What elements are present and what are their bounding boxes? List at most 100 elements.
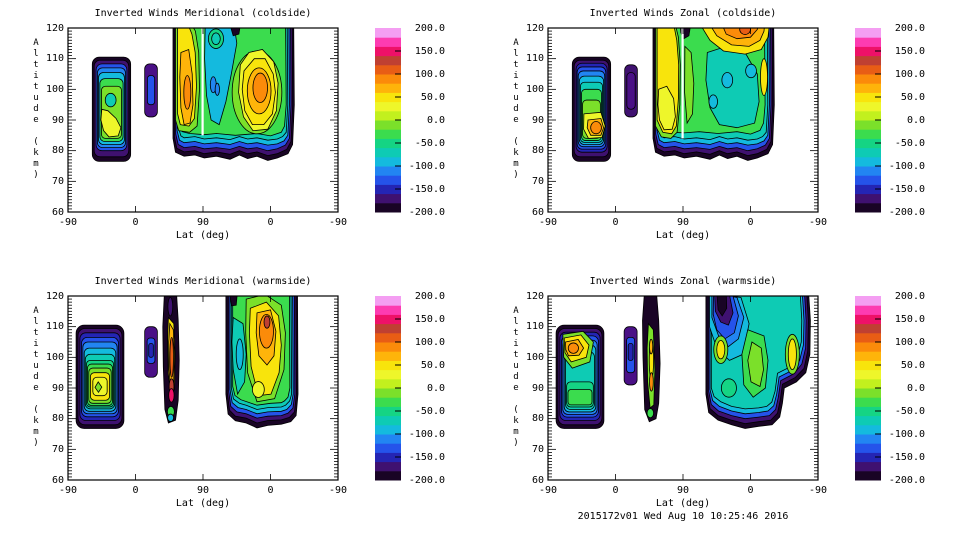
colorbar-label: 0.0 [426,382,445,394]
colorbar-band [375,415,401,426]
colorbar-band [855,434,881,444]
colorbar-label: -150.0 [408,183,445,195]
contour-region [716,340,726,360]
y-tick-label: 90 [51,114,64,126]
colorbar-band [855,166,881,176]
y-tick-label: 70 [51,175,64,187]
contour-region [146,75,156,106]
colorbar-label: -200.0 [408,474,445,486]
contour-region [169,337,174,378]
colorbar [855,28,881,213]
colorbar-band [855,470,881,481]
contour-region [235,338,244,371]
colorbar-label: -100.0 [408,160,445,172]
y-tick-label: 90 [531,114,544,126]
colorbar-band [375,378,401,389]
y-tick-label: 110 [525,53,544,65]
contour-region [657,85,676,131]
colorbar-label: -150.0 [888,451,925,463]
contour-region [716,296,728,317]
colorbar-label: -50.0 [894,137,925,149]
colorbar-band [855,332,881,343]
contour-region [148,343,154,358]
colorbar-label: -150.0 [888,183,925,195]
colorbar-band [375,443,401,453]
y-tick-label: 110 [525,321,544,333]
y-axis-title: Altitude (km) [511,38,521,181]
colorbar-band [375,156,401,167]
colorbar-label: 100.0 [894,336,925,348]
colorbar-band [375,110,401,121]
colorbar-band [855,147,881,158]
colorbar-band [855,378,881,389]
colorbar-band [375,37,401,47]
colorbar-label: 100.0 [894,68,925,80]
x-tick-label: 90 [676,485,690,496]
colorbar-band [855,120,881,130]
contour-region [567,389,593,406]
colorbar-band [855,83,881,93]
colorbar-label: -50.0 [414,405,445,417]
colorbar-label: 50.0 [420,359,445,371]
colorbar-label: 0.0 [426,114,445,126]
colorbar-band [855,424,881,435]
colorbar-band [375,46,401,57]
contour-region [649,372,654,392]
colorbar-label: 200.0 [894,290,925,302]
y-tick-label: 120 [45,290,64,302]
data-gap-stripe [201,28,204,136]
colorbar-label: 150.0 [894,45,925,57]
y-tick-label: 80 [531,413,544,425]
contour-region [627,343,634,361]
colorbar-band [375,342,401,352]
y-tick-label: 120 [525,290,544,302]
colorbar-label: 150.0 [894,313,925,325]
colorbar-band [855,46,881,57]
x-tick-label: -90 [328,217,348,228]
contour-region [626,72,636,110]
colorbar-band [375,193,401,204]
colorbar-band [375,369,401,380]
colorbar-label: 50.0 [900,91,925,103]
colorbar-band [375,166,401,176]
colorbar [375,296,401,481]
y-tick-label: 100 [525,351,544,363]
y-tick-label: 70 [531,443,544,455]
colorbar-band [855,452,881,463]
contour-plot-meridional-warmside [67,295,401,481]
y-tick-label: 80 [531,145,544,157]
colorbar-band [375,351,401,361]
x-axis-title: Lat (deg) [175,498,231,509]
colorbar-label: 50.0 [900,359,925,371]
colorbar-band [375,202,401,213]
colorbar-band [375,406,401,417]
x-tick-label: -90 [58,217,78,228]
colorbar-band [855,296,881,306]
y-tick-label: 110 [45,53,64,65]
contour-plot-zonal-coldside [547,27,881,213]
x-tick-label: -90 [808,217,828,228]
colorbar-band [855,369,881,380]
contour-region [211,32,221,45]
y-tick-label: 80 [51,413,64,425]
colorbar-label: -100.0 [408,428,445,440]
colorbar-band [855,406,881,417]
colorbar-band [375,323,401,334]
colorbar-band [375,314,401,325]
colorbar-label: 0.0 [906,114,925,126]
colorbar-label: 100.0 [414,336,445,348]
contour-region [104,92,117,108]
contour-region [168,388,175,403]
x-tick-label: -90 [808,485,828,496]
x-tick-label: -90 [328,485,348,496]
colorbar-band [375,305,401,315]
colorbar-band [375,74,401,84]
contour-region [100,108,122,138]
colorbar-label: -50.0 [414,137,445,149]
x-tick-label: 90 [196,485,210,496]
colorbar-band [855,37,881,47]
contour-regions [75,296,299,429]
colorbar-band [855,360,881,371]
colorbar-band [855,28,881,38]
contour-region [167,297,174,317]
